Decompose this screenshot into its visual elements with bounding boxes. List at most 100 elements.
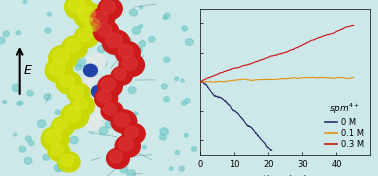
Circle shape — [49, 61, 65, 76]
Circle shape — [186, 39, 193, 45]
Circle shape — [79, 82, 94, 94]
Circle shape — [59, 74, 74, 88]
Circle shape — [93, 11, 108, 24]
Circle shape — [182, 26, 187, 31]
Circle shape — [45, 58, 73, 83]
Circle shape — [118, 51, 122, 54]
Circle shape — [97, 31, 102, 37]
Circle shape — [164, 57, 170, 62]
Circle shape — [118, 138, 133, 151]
Circle shape — [98, 75, 122, 97]
Circle shape — [139, 6, 143, 9]
Circle shape — [41, 127, 69, 151]
Circle shape — [119, 54, 144, 77]
Circle shape — [65, 0, 93, 20]
Circle shape — [54, 164, 63, 172]
Circle shape — [161, 84, 167, 89]
Circle shape — [143, 146, 146, 149]
Circle shape — [87, 53, 106, 70]
Circle shape — [45, 130, 61, 145]
Circle shape — [57, 145, 61, 149]
Circle shape — [24, 157, 32, 164]
Circle shape — [73, 98, 88, 110]
Circle shape — [70, 136, 78, 144]
Circle shape — [96, 23, 112, 37]
Circle shape — [75, 64, 82, 70]
Circle shape — [74, 26, 98, 48]
Circle shape — [53, 49, 70, 64]
Circle shape — [97, 91, 111, 103]
Circle shape — [164, 97, 169, 102]
Circle shape — [115, 42, 140, 64]
Circle shape — [101, 1, 115, 14]
Circle shape — [132, 129, 139, 135]
Circle shape — [128, 87, 136, 93]
Circle shape — [76, 59, 85, 67]
Circle shape — [179, 166, 184, 171]
Y-axis label: DNA displacement (nm): DNA displacement (nm) — [167, 32, 177, 132]
Circle shape — [111, 110, 137, 133]
Circle shape — [16, 31, 20, 35]
Circle shape — [88, 127, 95, 132]
Circle shape — [0, 37, 5, 44]
Circle shape — [25, 136, 31, 141]
Circle shape — [84, 11, 92, 18]
Circle shape — [51, 117, 74, 137]
Circle shape — [57, 152, 80, 172]
Circle shape — [94, 109, 106, 120]
Circle shape — [85, 18, 100, 31]
Circle shape — [184, 98, 190, 103]
Circle shape — [60, 154, 74, 166]
Circle shape — [70, 85, 78, 93]
Circle shape — [102, 30, 130, 55]
Circle shape — [47, 12, 51, 16]
Circle shape — [27, 90, 33, 96]
Circle shape — [175, 151, 180, 155]
Circle shape — [160, 134, 166, 140]
Circle shape — [101, 78, 115, 91]
Circle shape — [82, 15, 107, 37]
Circle shape — [124, 37, 131, 44]
Circle shape — [3, 100, 6, 104]
Circle shape — [105, 121, 113, 128]
Circle shape — [43, 155, 50, 160]
Circle shape — [71, 95, 94, 116]
Circle shape — [84, 116, 101, 131]
Circle shape — [149, 37, 155, 42]
Circle shape — [84, 64, 97, 77]
Circle shape — [126, 142, 133, 148]
Circle shape — [64, 107, 81, 122]
Circle shape — [136, 62, 143, 69]
Circle shape — [164, 13, 170, 18]
Circle shape — [3, 31, 9, 37]
Circle shape — [111, 70, 118, 76]
Circle shape — [44, 94, 51, 100]
Legend: 0 M, 0.1 M, 0.3 M: 0 M, 0.1 M, 0.3 M — [323, 100, 366, 151]
Circle shape — [184, 133, 188, 137]
Circle shape — [106, 33, 122, 48]
Circle shape — [91, 85, 105, 98]
Circle shape — [132, 27, 141, 34]
Circle shape — [67, 83, 90, 104]
Circle shape — [14, 133, 17, 136]
Circle shape — [98, 46, 105, 53]
Circle shape — [65, 39, 81, 53]
Circle shape — [175, 77, 179, 81]
Circle shape — [136, 62, 141, 66]
Circle shape — [55, 110, 60, 114]
Circle shape — [99, 127, 108, 135]
Circle shape — [107, 148, 129, 169]
Circle shape — [134, 112, 138, 115]
Circle shape — [19, 146, 26, 152]
Circle shape — [68, 0, 85, 13]
Text: E: E — [23, 64, 31, 77]
Circle shape — [48, 142, 70, 161]
Circle shape — [90, 8, 115, 30]
Circle shape — [125, 126, 139, 138]
Circle shape — [78, 6, 95, 22]
Circle shape — [49, 45, 77, 71]
Circle shape — [122, 123, 145, 144]
Circle shape — [74, 3, 103, 29]
Circle shape — [163, 16, 167, 20]
Circle shape — [118, 44, 133, 58]
